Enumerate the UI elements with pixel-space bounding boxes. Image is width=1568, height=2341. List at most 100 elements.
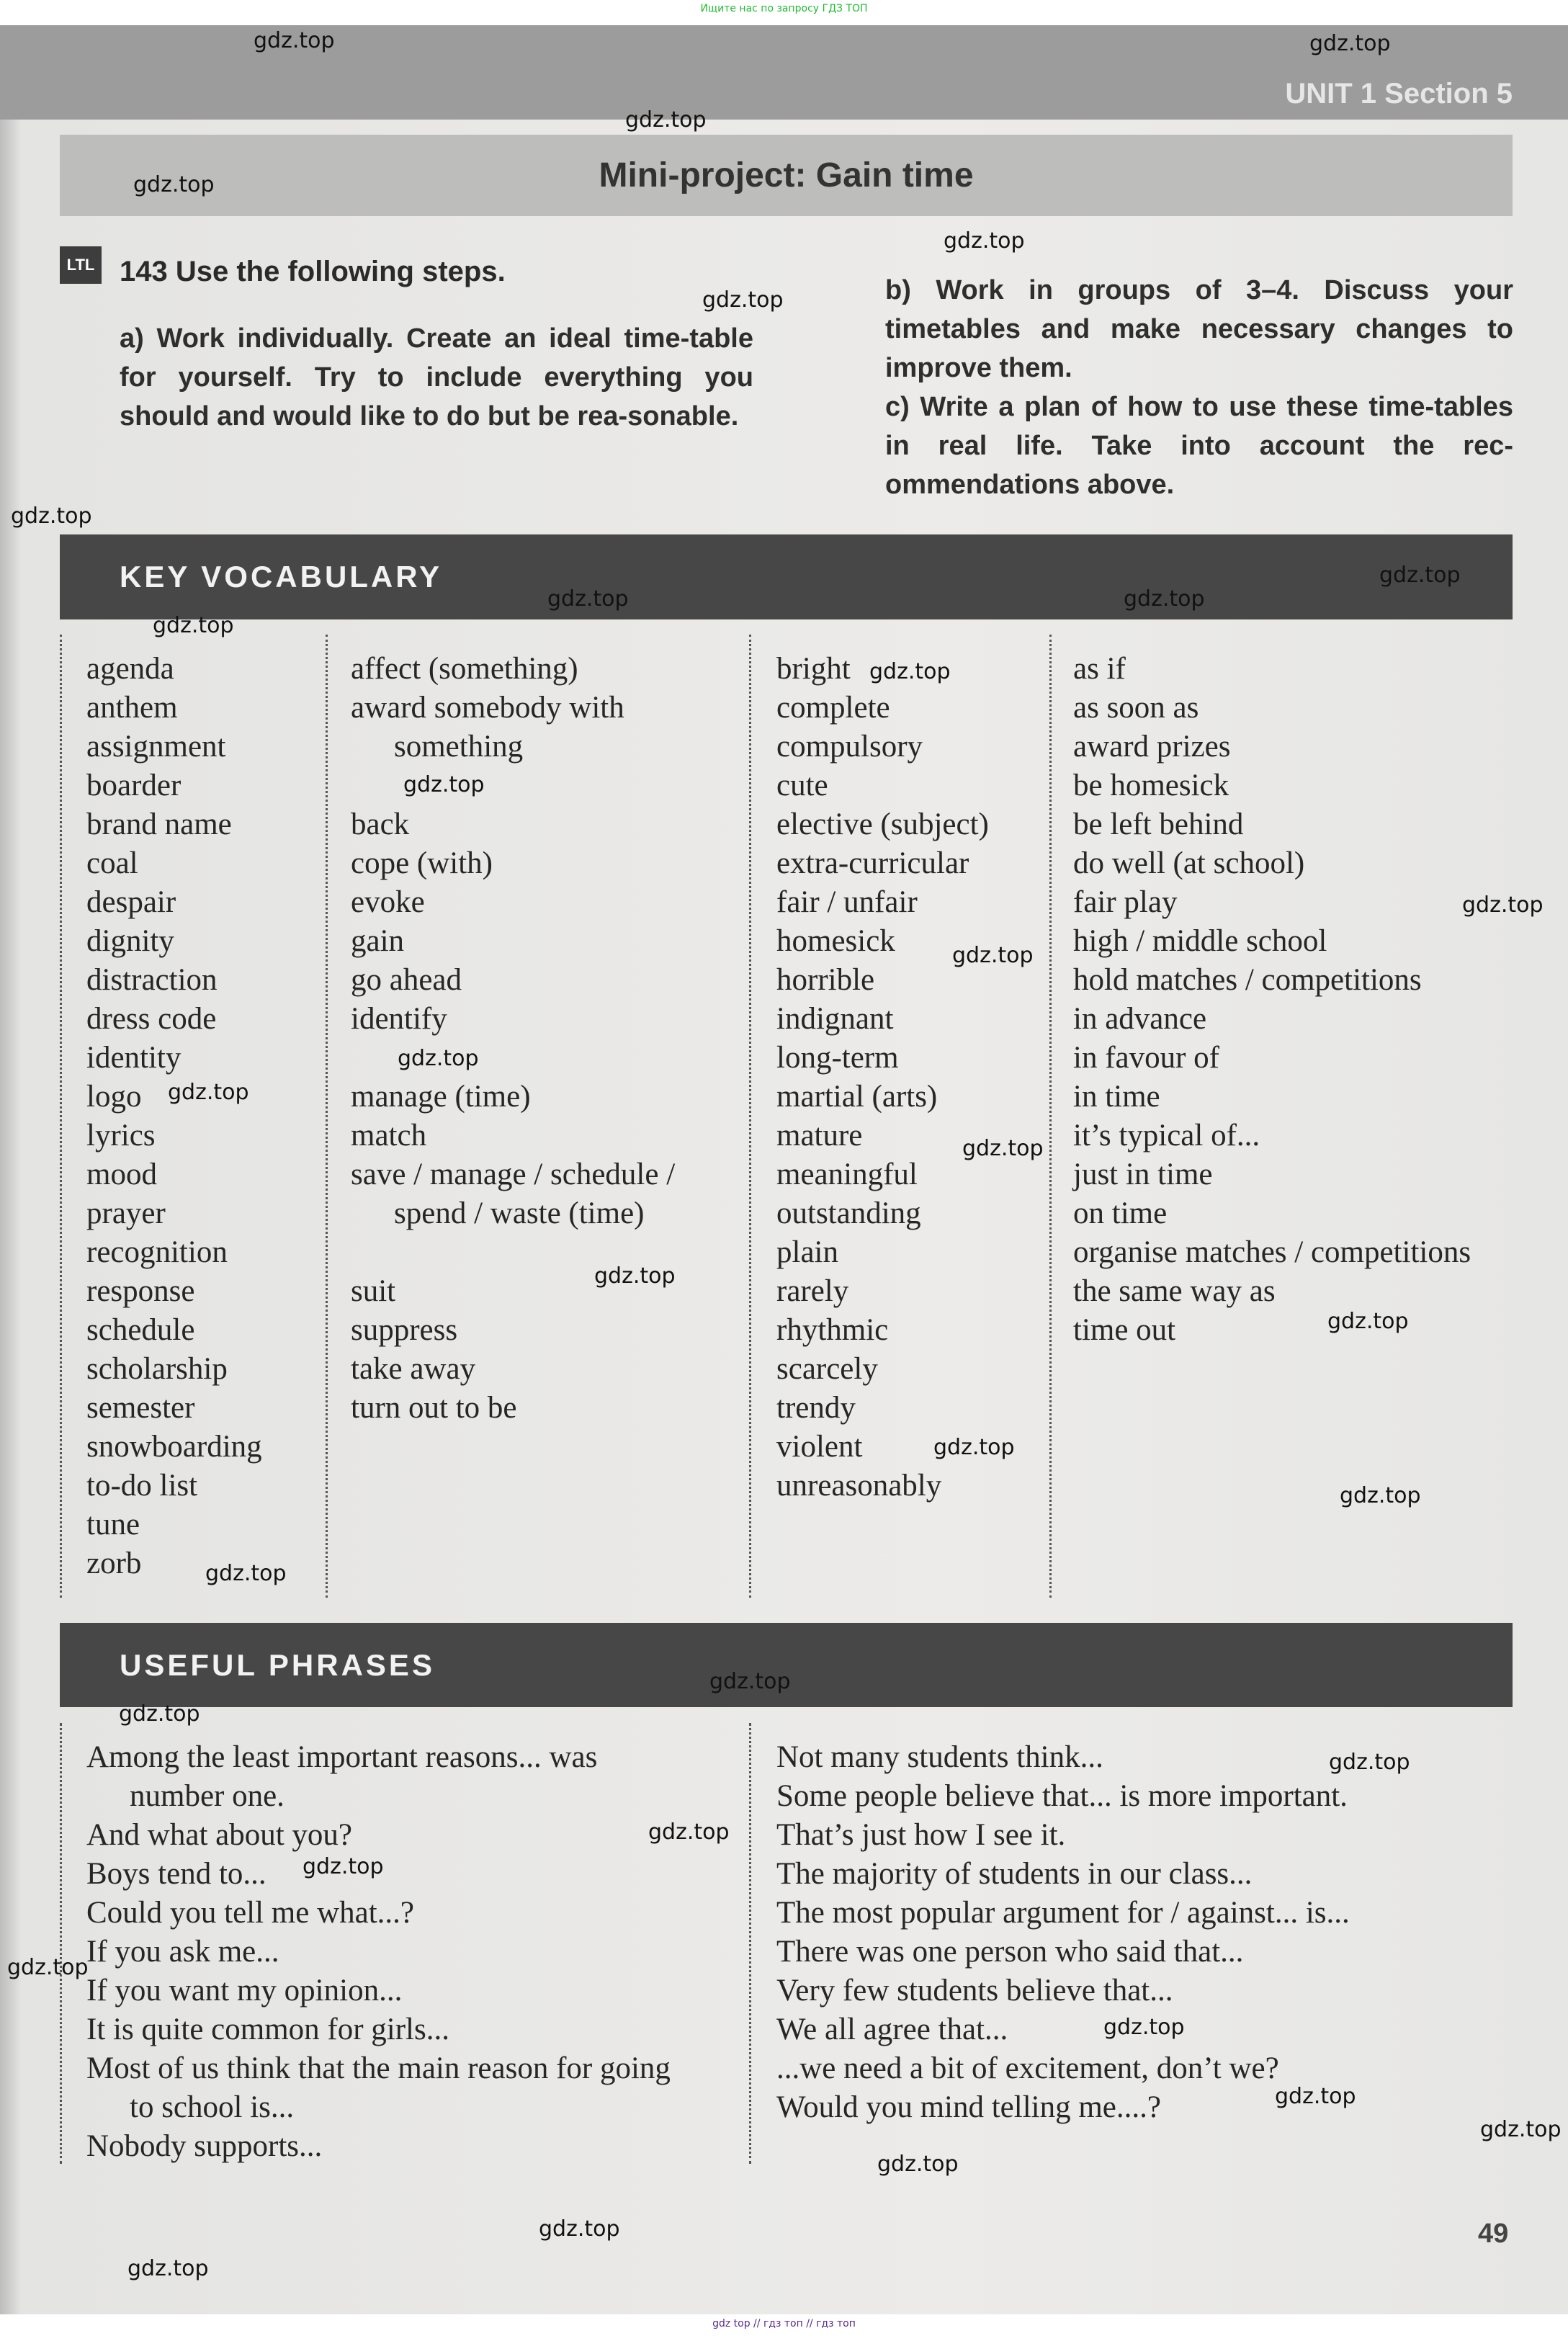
- vocab-item: complete: [776, 691, 890, 725]
- vocab-item: schedule: [86, 1313, 195, 1347]
- page-number: 49: [1478, 2219, 1509, 2249]
- task-heading: 143 Use the following steps.: [120, 256, 506, 287]
- watermark: gdz.top: [1340, 1483, 1421, 1508]
- watermark: gdz.top: [952, 943, 1034, 968]
- watermark: gdz.top: [944, 228, 1025, 254]
- vocab-item: identity: [86, 1041, 182, 1075]
- vocab-item: agenda: [86, 652, 174, 686]
- vocab-item: fair / unfair: [776, 885, 918, 919]
- vocab-item: elective (subject): [776, 807, 989, 841]
- vocab-column-3: bright complete compulsory cute elective (su…: [776, 650, 989, 1505]
- vocab-item: long-term: [776, 1041, 899, 1075]
- phrase-item: Among the least important reasons... was: [86, 1740, 598, 1774]
- phrase-item: It is quite common for girls...: [86, 2013, 449, 2046]
- vocab-column-4: as if as soon as award prizes be homesick be…: [1073, 650, 1471, 1350]
- textbook-page: [0, 25, 1568, 2314]
- vocab-item: evoke: [351, 885, 425, 919]
- watermark: gdz.top: [594, 1263, 676, 1289]
- vocab-column-2: affect (something) award somebody with som…: [351, 650, 675, 1428]
- watermark: gdz.top: [877, 2152, 959, 2177]
- watermark: gdz.top: [709, 1669, 791, 1694]
- mini-project-title: Mini-project: Gain time: [599, 156, 974, 194]
- watermark: gdz.top: [127, 2256, 209, 2281]
- vocab-item: organise matches / competitions: [1073, 1235, 1471, 1269]
- vocab-item: martial (arts): [776, 1080, 938, 1114]
- footer-note: gdz top // гдз топ // гдз топ: [712, 2318, 856, 2329]
- vocab-item: cope (with): [351, 846, 493, 880]
- unit-section-label: UNIT 1 Section 5: [1285, 78, 1513, 109]
- vocab-item: mood: [86, 1158, 157, 1191]
- phrase-item: Very few students believe that...: [776, 1974, 1173, 2007]
- top-search-note: Ищите нас по запросу ГДЗ ТОП: [700, 3, 868, 14]
- phrase-item: That’s just how I see it.: [776, 1818, 1066, 1852]
- dotted-divider: [1049, 635, 1052, 1598]
- watermark: gdz.top: [133, 172, 215, 197]
- vocab-item: despair: [86, 885, 176, 919]
- watermark: gdz.top: [625, 107, 707, 133]
- phrase-item: to school is...: [130, 2090, 295, 2124]
- watermark: gdz.top: [869, 659, 951, 684]
- vocab-item: affect (something): [351, 652, 578, 686]
- watermark: gdz.top: [539, 2216, 620, 2242]
- vocab-item: distraction: [86, 963, 218, 997]
- vocab-item: it’s typical of...: [1073, 1119, 1260, 1152]
- vocab-item: boarder: [86, 769, 182, 802]
- mini-project-banner: Mini-project: Gain time: [60, 135, 1513, 216]
- vocab-item: just in time: [1073, 1158, 1213, 1191]
- vocab-item: mature: [776, 1119, 863, 1152]
- vocab-column-1: agenda anthem assignment boarder brand name c…: [86, 650, 262, 1583]
- header-band: [0, 25, 1568, 120]
- watermark: gdz.top: [403, 772, 485, 797]
- vocab-item: horrible: [776, 963, 875, 997]
- phrases-column-1: Among the least important reasons... was…: [86, 1738, 671, 2166]
- vocab-item: suppress: [351, 1313, 458, 1347]
- phrase-item: Not many students think...: [776, 1740, 1103, 1774]
- phrase-item: If you want my opinion...: [86, 1974, 403, 2007]
- watermark: gdz.top: [547, 586, 629, 612]
- vocab-item: brand name: [86, 807, 232, 841]
- vocab-item: spend / waste (time): [394, 1196, 645, 1230]
- dotted-divider: [749, 635, 751, 1598]
- vocab-item: as if: [1073, 652, 1126, 686]
- dotted-divider: [60, 1723, 62, 2164]
- task-step-a: a) Work individually. Create an ideal ti…: [120, 319, 753, 436]
- watermark: gdz.top: [11, 503, 92, 529]
- vocab-item: snowboarding: [86, 1430, 262, 1464]
- vocab-item: coal: [86, 846, 138, 880]
- watermark: gdz.top: [1309, 31, 1391, 56]
- vocab-item: homesick: [776, 924, 895, 958]
- watermark: gdz.top: [1480, 2117, 1562, 2142]
- useful-phrases-header: USEFUL PHRASES: [60, 1623, 1513, 1707]
- key-vocabulary-header: KEY VOCABULARY: [60, 534, 1513, 619]
- vocab-item: lyrics: [86, 1119, 156, 1152]
- vocab-item: award somebody with: [351, 691, 624, 725]
- watermark: gdz.top: [398, 1046, 479, 1071]
- vocab-item: plain: [776, 1235, 838, 1269]
- vocab-item: rhythmic: [776, 1313, 889, 1347]
- watermark: gdz.top: [168, 1080, 249, 1105]
- task-b-text: b) Work in groups of 3–4. Discuss your t…: [885, 275, 1513, 383]
- vocab-item: compulsory: [776, 730, 923, 764]
- vocab-item: assignment: [86, 730, 226, 764]
- watermark: gdz.top: [205, 1561, 287, 1586]
- watermark: gdz.top: [254, 28, 335, 53]
- vocab-item: scarcely: [776, 1352, 878, 1386]
- watermark: gdz.top: [7, 1955, 89, 1980]
- phrase-item: Would you mind telling me....?: [776, 2090, 1161, 2124]
- vocab-item: high / middle school: [1073, 924, 1327, 958]
- watermark: gdz.top: [1327, 1309, 1409, 1334]
- phrase-item: The most popular argument for / against.…: [776, 1896, 1350, 1930]
- vocab-item: be left behind: [1073, 807, 1244, 841]
- phrase-item: There was one person who said that...: [776, 1935, 1244, 1969]
- vocab-item: to-do list: [86, 1469, 198, 1503]
- vocab-item: extra-curricular: [776, 846, 969, 880]
- vocab-item: time out: [1073, 1313, 1176, 1347]
- vocab-item: take away: [351, 1352, 476, 1386]
- vocab-item: be homesick: [1073, 769, 1229, 802]
- phrase-item: If you ask me...: [86, 1935, 279, 1969]
- watermark: gdz.top: [153, 613, 234, 638]
- vocab-item: recognition: [86, 1235, 228, 1269]
- vocab-item: dignity: [86, 924, 174, 958]
- vocab-item: semester: [86, 1391, 195, 1425]
- task-a-text: a) Work individually. Create an ideal ti…: [120, 323, 753, 431]
